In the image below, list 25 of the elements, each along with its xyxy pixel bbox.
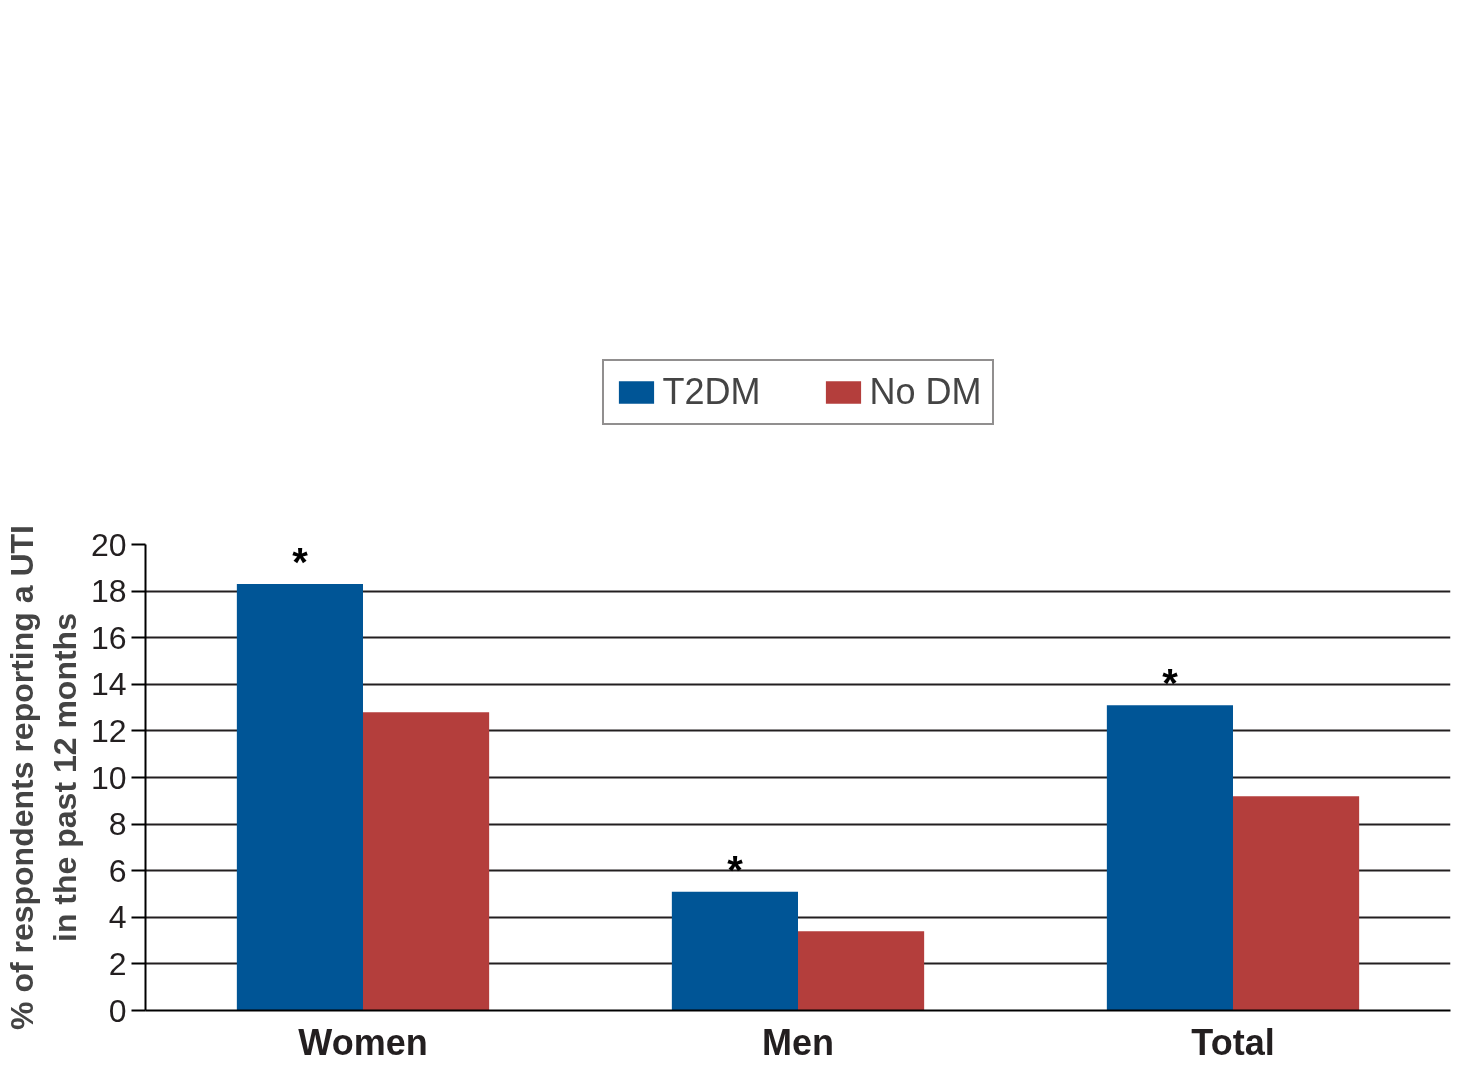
y-tick-label: 4 xyxy=(108,899,127,936)
y-tick-label: 12 xyxy=(90,712,127,749)
bar xyxy=(671,891,798,1011)
y-tick-label: 20 xyxy=(90,526,127,563)
x-tick-label: Men xyxy=(762,1021,834,1063)
y-tick-label: 16 xyxy=(90,619,127,656)
bar xyxy=(236,584,363,1011)
bar xyxy=(798,931,925,1011)
y-tick-label: 10 xyxy=(90,759,127,796)
annotation: * xyxy=(292,540,309,585)
bar xyxy=(363,712,490,1011)
x-tick-label: Women xyxy=(298,1021,428,1063)
y-tick-label: 6 xyxy=(108,852,127,889)
legend-label: T2DM xyxy=(662,370,761,413)
y-tick-label: 14 xyxy=(90,666,127,703)
bar xyxy=(1106,705,1233,1011)
y-axis-title: % of respondents reporting a UTI in the past 12 months xyxy=(3,525,83,1030)
y-tick-label: 8 xyxy=(108,806,127,843)
y-tick-label: 2 xyxy=(108,945,127,982)
y-tick-label: 18 xyxy=(90,573,127,610)
y-tick-label: 0 xyxy=(108,992,127,1029)
bar xyxy=(1233,796,1360,1011)
legend-label: No DM xyxy=(869,370,982,413)
annotation: * xyxy=(1162,661,1179,706)
x-tick-label: Total xyxy=(1191,1021,1275,1063)
